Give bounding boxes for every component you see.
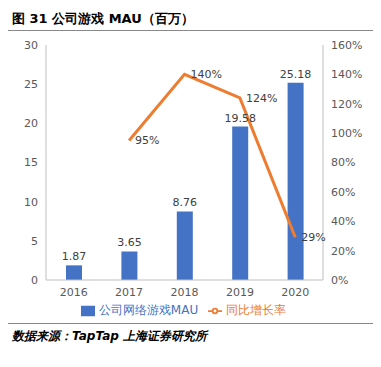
svg-text:2019: 2019 — [226, 286, 254, 299]
svg-text:40%: 40% — [331, 215, 355, 228]
svg-text:120%: 120% — [331, 98, 362, 111]
svg-text:160%: 160% — [331, 39, 362, 52]
svg-text:20: 20 — [24, 117, 38, 130]
svg-text:29%: 29% — [301, 231, 325, 244]
html-text:同比增长率: 同比增长率 — [226, 303, 287, 317]
svg-text:0%: 0% — [331, 274, 348, 287]
svg-text:1.87: 1.87 — [62, 250, 87, 263]
svg-text:19.58: 19.58 — [224, 112, 256, 125]
html-text:公司网络游戏MAU: 公司网络游戏MAU — [98, 303, 199, 317]
svg-text:140%: 140% — [191, 68, 222, 81]
svg-text:15: 15 — [24, 156, 38, 169]
svg-text:60%: 60% — [331, 186, 355, 199]
svg-text:3.65: 3.65 — [117, 236, 142, 249]
svg-text:25: 25 — [24, 78, 38, 91]
svg-text:95%: 95% — [135, 134, 159, 147]
html-text:图 31 公司游戏 MAU（百万）: 图 31 公司游戏 MAU（百万） — [12, 11, 194, 26]
svg-text:2016: 2016 — [60, 286, 88, 299]
svg-text:30: 30 — [24, 39, 38, 52]
svg-text:2020: 2020 — [281, 286, 309, 299]
svg-text:25.18: 25.18 — [280, 68, 312, 81]
svg-text:20%: 20% — [331, 245, 355, 258]
svg-text:0: 0 — [31, 274, 38, 287]
html-text:数据来源：TapTap 上海证券研究所: 数据来源：TapTap 上海证券研究所 — [12, 329, 208, 343]
svg-text:2018: 2018 — [171, 286, 199, 299]
svg-text:80%: 80% — [331, 156, 355, 169]
svg-text:10: 10 — [24, 196, 38, 209]
svg-text:124%: 124% — [246, 92, 277, 105]
svg-text:5: 5 — [31, 235, 38, 248]
svg-text:140%: 140% — [331, 68, 362, 81]
svg-text:2017: 2017 — [115, 286, 143, 299]
svg-text:8.76: 8.76 — [173, 196, 198, 209]
svg-text:100%: 100% — [331, 127, 362, 140]
